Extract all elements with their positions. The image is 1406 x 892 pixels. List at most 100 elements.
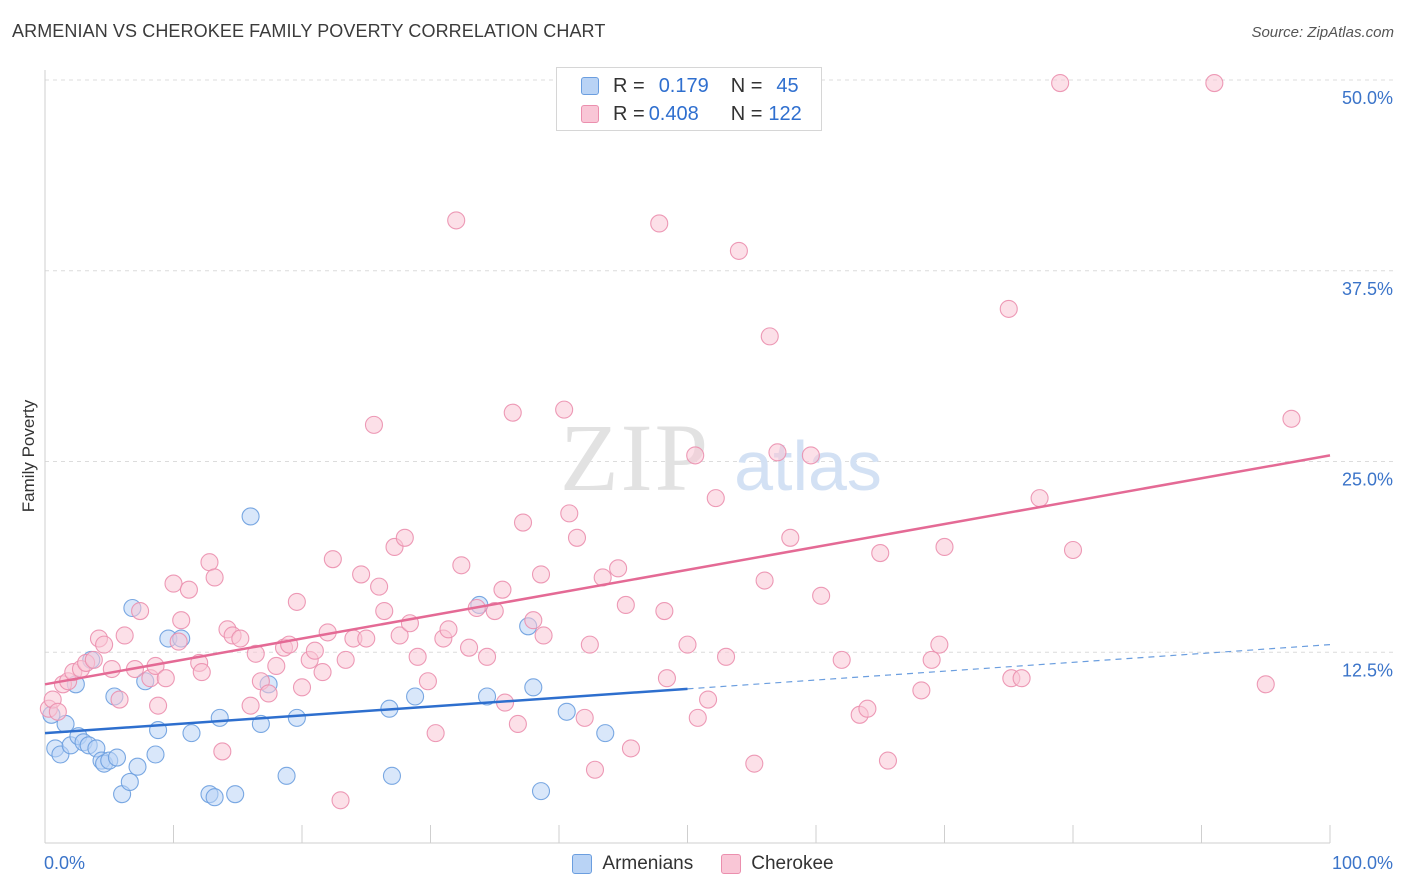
armenian-point <box>120 772 139 792</box>
armenians-trend-line <box>44 687 688 735</box>
cherokee-point <box>912 681 931 700</box>
cherokee-point <box>729 241 748 260</box>
cherokee-point <box>390 626 409 645</box>
y-tick-label: 12.5% <box>1342 660 1393 680</box>
cherokee-point <box>706 489 725 508</box>
cherokee-point <box>485 601 504 621</box>
cherokee-point <box>580 635 599 654</box>
cherokee-point <box>156 669 175 688</box>
cherokee-point <box>616 595 635 614</box>
cherokee-point <box>169 632 188 651</box>
legend-label-armenians: Armenians <box>602 853 694 874</box>
cherokee-point <box>364 415 384 434</box>
cherokee-point <box>375 601 394 621</box>
armenian-point <box>226 785 245 804</box>
y-tick-label: 25.0% <box>1342 470 1393 490</box>
cherokee-point <box>930 635 949 654</box>
cherokee-point <box>513 513 533 532</box>
cherokee-point <box>48 702 67 721</box>
armenians-trend-extension <box>687 644 1331 690</box>
watermark-zip: ZIP <box>560 404 710 511</box>
legend-item-armenians: Armenians <box>572 853 693 875</box>
cherokee-point <box>686 446 705 465</box>
cherokee-point <box>192 663 211 682</box>
cherokee-point <box>287 592 306 611</box>
armenians-swatch <box>581 77 599 95</box>
cherokee-point <box>555 400 574 419</box>
armenian-point <box>287 708 306 727</box>
cherokee-point <box>650 214 669 233</box>
cherokee-point <box>352 565 371 584</box>
cherokee-point <box>292 678 312 697</box>
cherokee-point <box>102 659 121 679</box>
cherokee-point <box>164 574 183 593</box>
cherokee-point <box>858 699 877 718</box>
cherokee-point <box>267 656 286 676</box>
cherokee-point <box>567 528 587 547</box>
cherokee-point <box>755 571 774 590</box>
y-tick-label: 37.5% <box>1342 279 1393 299</box>
source-label: Source: ZipAtlas.com <box>1251 24 1394 41</box>
cherokee-point <box>534 626 553 645</box>
cherokee-swatch <box>581 105 599 123</box>
legend-label-cherokee: Cherokee <box>751 853 834 874</box>
trend-lines <box>44 454 1331 735</box>
series-cherokee <box>39 74 1301 810</box>
cherokee-trend-line <box>44 454 1331 686</box>
cherokee-point <box>313 663 332 682</box>
cherokee-point <box>172 611 191 630</box>
cherokee-point <box>305 641 324 660</box>
n-label: N = <box>730 74 763 97</box>
chart-title: ARMENIAN VS CHEROKEE FAMILY POVERTY CORR… <box>12 21 606 41</box>
cherokee-point <box>84 650 103 669</box>
cherokee-point <box>246 644 265 663</box>
cherokee-point <box>241 696 260 715</box>
r-label: R = <box>613 102 645 125</box>
cherokee-point <box>503 403 522 422</box>
armenian-point <box>382 766 402 785</box>
cherokee-point <box>1063 540 1083 560</box>
cherokee-point <box>179 580 198 599</box>
cherokee-point <box>801 446 820 465</box>
tick-labels: 12.5% 25.0% 37.5% 50.0% 0.0% 100.0% <box>44 88 1393 873</box>
cherokee-point <box>878 751 898 770</box>
cherokee-point <box>699 690 718 709</box>
armenian-point <box>277 766 296 785</box>
armenian-point <box>241 507 260 526</box>
cherokee-point <box>760 327 779 346</box>
cherokee-point <box>395 528 414 547</box>
armenian-point <box>205 788 224 807</box>
cherokee-point <box>575 708 594 727</box>
armenian-point <box>210 708 229 727</box>
cherokee-legend-swatch <box>721 854 742 874</box>
cherokee-point <box>1030 489 1049 508</box>
cherokee-point <box>231 629 250 648</box>
armenians-legend-swatch <box>572 854 593 874</box>
cherokee-point <box>95 635 114 654</box>
cherokee-point <box>336 650 355 669</box>
cherokee-point <box>621 739 641 758</box>
cherokee-point <box>922 650 941 669</box>
cherokee-point <box>524 611 543 630</box>
armenian-point <box>128 757 147 776</box>
cherokee-point <box>609 559 628 578</box>
n-label: N = <box>730 102 763 125</box>
cherokee-point <box>110 690 129 709</box>
cherokee-point <box>149 696 168 715</box>
cherokee-point <box>768 443 787 462</box>
n-value: 45 <box>776 74 799 97</box>
armenian-point <box>107 748 127 767</box>
r-value: 0.179 <box>658 74 709 97</box>
x-tick-label: 0.0% <box>44 853 85 873</box>
armenian-point <box>146 745 165 764</box>
cherokee-point <box>418 672 437 691</box>
cherokee-point <box>508 714 527 734</box>
cherokee-point <box>370 577 389 596</box>
cherokee-point <box>213 742 232 761</box>
r-value: 0.408 <box>648 102 699 125</box>
r-label: R = <box>613 74 645 97</box>
armenian-point <box>477 687 497 706</box>
cherokee-point <box>323 550 342 569</box>
watermark-atlas: atlas <box>734 427 882 505</box>
